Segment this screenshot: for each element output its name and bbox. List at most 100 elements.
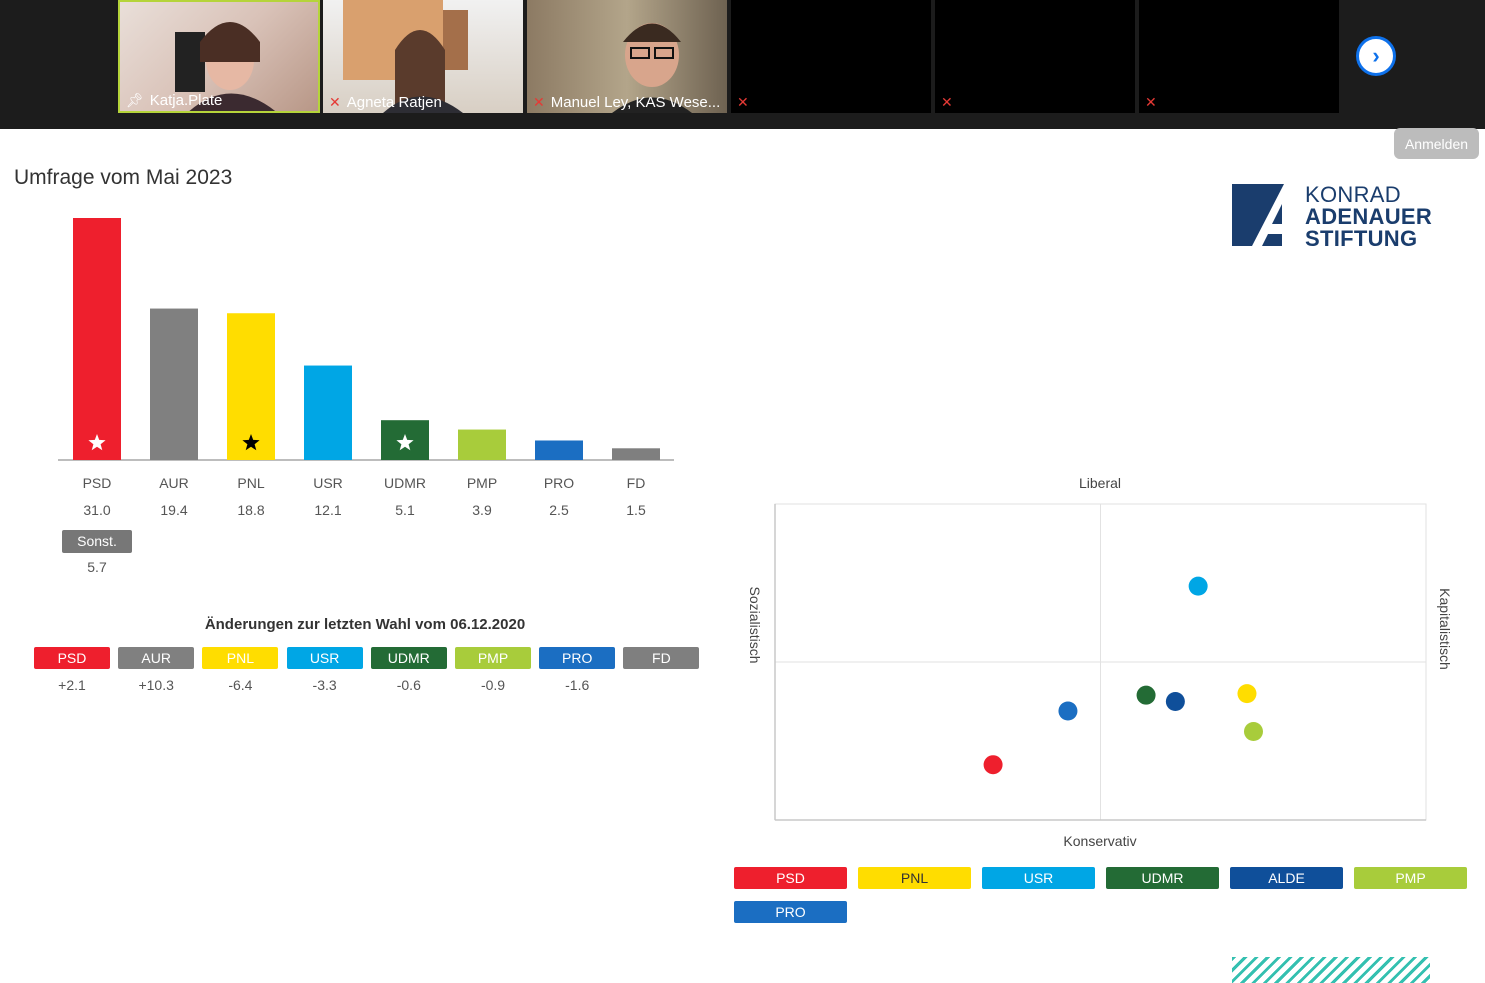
bar-category-label: AUR xyxy=(159,475,189,491)
change-badge-usr: USR xyxy=(286,647,363,669)
change-value: -3.3 xyxy=(312,677,337,693)
axis-label-bottom: Konservativ xyxy=(1063,833,1137,849)
bar-aur xyxy=(150,308,198,460)
point-udmr xyxy=(1136,685,1156,705)
kas-logo-text: KONRAD ADENAUER STIFTUNG xyxy=(1305,184,1432,250)
bar-value-label: 2.5 xyxy=(549,502,569,518)
participant-name: Agneta Ratjen xyxy=(346,94,442,111)
bar-category-label: PRO xyxy=(543,475,575,491)
bar-fd xyxy=(612,448,660,460)
other-parties-badge: Sonst. xyxy=(62,530,132,553)
video-tile-participant-5[interactable]: ✕ xyxy=(935,0,1135,113)
logo-line-2: ADENAUER xyxy=(1305,204,1433,229)
bar-pmp xyxy=(458,429,506,460)
bar-value-label: 19.4 xyxy=(160,502,188,518)
kas-logo-mark-icon xyxy=(1232,184,1294,246)
slide-title: Umfrage vom Mai 2023 xyxy=(14,166,233,189)
poll-bar-chart xyxy=(58,218,674,461)
point-pmp xyxy=(1243,722,1263,742)
political-compass-chart xyxy=(774,503,1427,821)
logo-line-3: STIFTUNG xyxy=(1305,226,1418,251)
video-tile-manuel[interactable]: ✕ Manuel Ley, KAS Wese... xyxy=(527,0,727,113)
participant-name-label: 📌︎ Katja.Plate xyxy=(126,92,222,109)
participant-name-label: ✕ xyxy=(737,94,749,111)
other-parties-value: 5.7 xyxy=(87,559,107,575)
point-usr xyxy=(1188,576,1208,596)
change-badge-aur: AUR xyxy=(118,647,195,669)
video-tile-participant-6[interactable]: ✕ xyxy=(1139,0,1339,113)
video-tile-katja[interactable]: 📌︎ Katja.Plate xyxy=(118,0,320,113)
star-icon xyxy=(242,434,260,451)
participant-video-icon xyxy=(343,0,468,113)
change-value: +10.3 xyxy=(138,677,174,693)
participant-name: Manuel Ley, KAS Wese... xyxy=(550,94,721,111)
axis-label-right: Kapitalistisch xyxy=(1437,588,1453,670)
participant-video-icon xyxy=(612,23,692,113)
bar-category-label: PNL xyxy=(237,475,265,491)
point-alde xyxy=(1165,692,1185,711)
legend-item-usr: USR xyxy=(982,867,1095,889)
change-badge-fd: FD xyxy=(623,647,700,669)
change-value: -1.6 xyxy=(565,677,590,693)
bar-category-label: PSD xyxy=(82,475,112,491)
participant-name-label: ✕ xyxy=(941,94,953,111)
bar-value-label: 18.8 xyxy=(237,502,265,518)
change-value: -0.9 xyxy=(480,677,506,693)
participant-name-label: ✕ Agneta Ratjen xyxy=(329,94,442,111)
legend-item-alde: ALDE xyxy=(1230,867,1343,889)
legend-item-pnl: PNL xyxy=(858,867,971,889)
muted-mic-icon: ✕ xyxy=(737,94,749,110)
bar-usr xyxy=(304,365,352,460)
legend-item-pro: PRO xyxy=(734,901,847,923)
point-pro xyxy=(1058,701,1078,721)
participant-name-label: ✕ xyxy=(1145,94,1157,111)
point-psd xyxy=(983,755,1003,775)
point-pnl xyxy=(1237,684,1257,704)
video-gallery-strip: 📌︎ Katja.Plate ✕ Agneta Ratjen xyxy=(0,0,1485,129)
muted-mic-icon: ✕ xyxy=(941,94,953,110)
bar-value-label: 12.1 xyxy=(314,502,342,518)
legend-item-psd: PSD xyxy=(734,867,847,889)
change-value: -0.6 xyxy=(396,677,421,693)
video-tile-agneta[interactable]: ✕ Agneta Ratjen xyxy=(323,0,523,113)
participant-name: Katja.Plate xyxy=(149,92,223,109)
logo-line-1: KONRAD xyxy=(1305,182,1401,207)
axis-label-top: Liberal xyxy=(1078,475,1122,491)
change-badge-pnl: PNL xyxy=(202,647,279,669)
chevron-right-icon: › xyxy=(1372,43,1380,68)
muted-mic-icon: ✕ xyxy=(1145,94,1157,110)
participant-video-icon xyxy=(175,22,275,111)
pin-icon: 📌︎ xyxy=(126,92,144,108)
decorative-stripes xyxy=(1232,957,1430,983)
axis-label-left: Sozialistisch xyxy=(747,586,763,664)
change-value: -6.4 xyxy=(228,677,253,693)
bar-value-label: 1.5 xyxy=(626,502,646,518)
gallery-next-button[interactable]: › xyxy=(1356,36,1396,76)
kas-logo: KONRAD ADENAUER STIFTUNG xyxy=(1232,184,1432,250)
bar-value-label: 31.0 xyxy=(83,502,111,518)
change-badge-psd: PSD xyxy=(34,647,110,669)
muted-mic-icon: ✕ xyxy=(329,94,341,110)
bar-category-label: USR xyxy=(313,475,343,491)
bar-category-label: FD xyxy=(626,475,646,491)
change-value: +2.1 xyxy=(58,677,86,693)
bar-psd xyxy=(73,218,121,460)
participant-name-label: ✕ Manuel Ley, KAS Wese... xyxy=(533,94,720,111)
change-badge-pmp: PMP xyxy=(455,647,531,669)
changes-title: Änderungen zur letzten Wahl vom 06.12.20… xyxy=(204,616,526,633)
star-icon xyxy=(396,434,414,451)
muted-mic-icon: ✕ xyxy=(533,94,545,110)
legend-item-pmp: PMP xyxy=(1354,867,1467,889)
change-badge-pro: PRO xyxy=(539,647,616,669)
bar-category-label: UDMR xyxy=(384,475,426,491)
change-badge-udmr: UDMR xyxy=(370,647,447,669)
bar-pro xyxy=(535,440,583,460)
bar-value-label: 3.9 xyxy=(472,502,492,518)
bar-value-label: 5.1 xyxy=(395,502,415,518)
legend-item-udmr: UDMR xyxy=(1106,867,1219,889)
login-button[interactable]: Anmelden xyxy=(1394,128,1479,159)
bar-category-label: PMP xyxy=(466,475,498,491)
video-tile-participant-4[interactable]: ✕ xyxy=(731,0,931,113)
star-icon xyxy=(88,434,106,451)
